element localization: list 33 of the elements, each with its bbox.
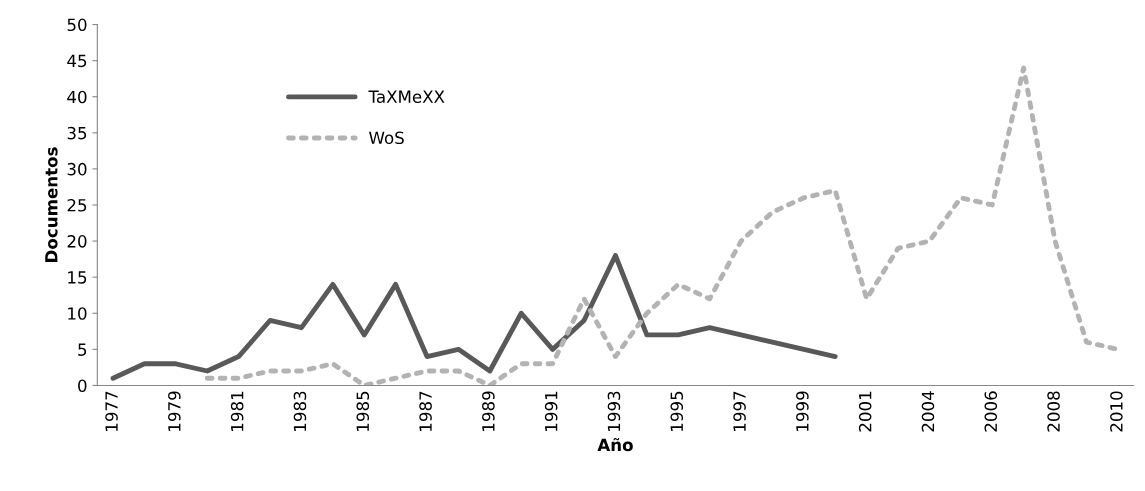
line-series: [110, 253, 838, 381]
y-tick-label: 35: [67, 126, 87, 140]
x-tick-label: 1981: [230, 391, 244, 431]
x-tick-label: 1995: [670, 391, 684, 431]
legend-label: TaXMeXX: [368, 90, 445, 103]
x-axis-title: Año: [597, 437, 633, 452]
legend-label: WoS: [369, 131, 404, 145]
y-tick-label: 45: [67, 54, 87, 68]
x-tick-label: 1999: [796, 391, 809, 431]
x-tick-label: 1985: [356, 391, 370, 431]
x-tick-label: 2008: [1047, 391, 1060, 432]
y-tick-label: 15: [68, 271, 87, 284]
x-tick-label: 1977: [105, 391, 118, 431]
y-tick-label: 50: [67, 18, 87, 32]
x-tick-label: 1993: [607, 391, 621, 431]
y-tick-label: 30: [67, 162, 87, 176]
x-tick-label: 1997: [733, 391, 746, 431]
x-tick-label: 1991: [544, 391, 558, 431]
x-tick-label: 2010: [1110, 391, 1123, 432]
x-tick-label: 1987: [419, 391, 432, 431]
y-tick-label: 10: [68, 307, 87, 320]
x-tick-label: 2004: [921, 391, 935, 432]
y-axis-title: Documentos: [45, 147, 58, 262]
y-tick-label: 25: [67, 198, 87, 212]
x-tick-label: 1979: [168, 391, 181, 431]
y-tick-label: 40: [67, 90, 87, 104]
y-tick-label: 20: [67, 235, 87, 248]
y-tick-label: 5: [78, 343, 87, 356]
x-tick-label: 1983: [293, 391, 307, 431]
x-tick-label: 2006: [984, 391, 998, 432]
x-tick-label: 2001: [858, 391, 872, 432]
y-tick-label: 0: [78, 379, 87, 392]
x-tick-label: 1989: [482, 391, 495, 431]
